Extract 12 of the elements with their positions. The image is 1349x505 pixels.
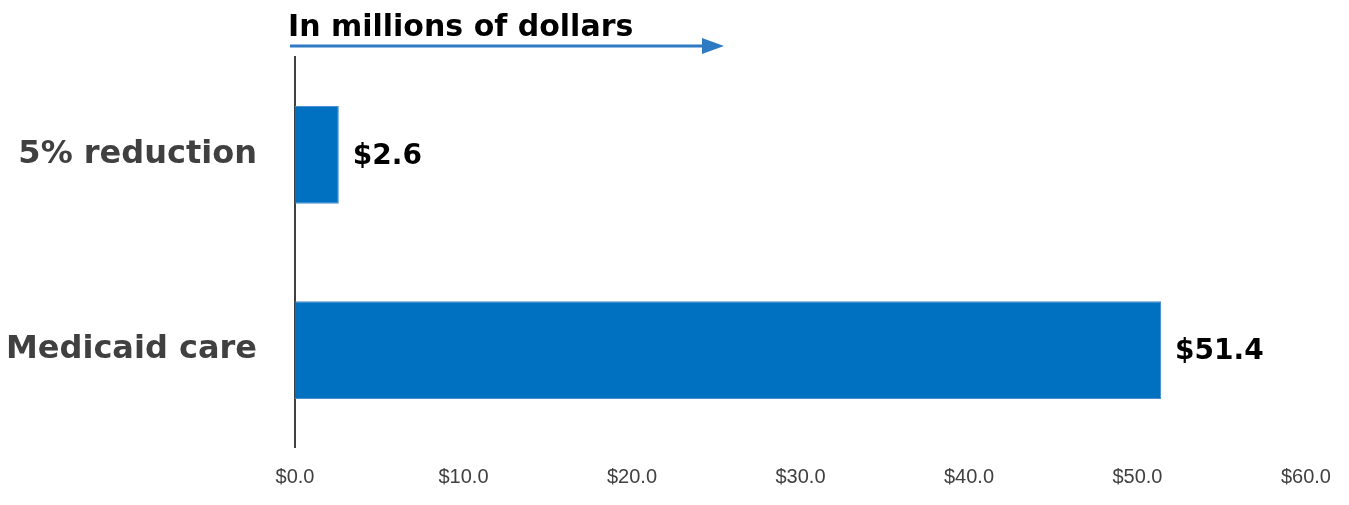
y-tick-label: Medicaid care [5,328,257,367]
x-tick-label: $20.0 [606,465,658,488]
y-tick-label: 5% reduction [18,133,257,172]
data-label: $2.6 [352,138,422,172]
x-tick-label: $40.0 [943,465,995,488]
data-label: $51.4 [1175,333,1264,367]
x-tick-label: $30.0 [775,465,826,488]
x-tick-label: $60.0 [1280,465,1332,488]
x-tick-label: $10.0 [438,465,489,488]
x-tick-label: $50.0 [1112,465,1163,488]
chart-title: In millions of dollars [288,8,634,43]
x-tick-label: $0.0 [275,465,315,488]
